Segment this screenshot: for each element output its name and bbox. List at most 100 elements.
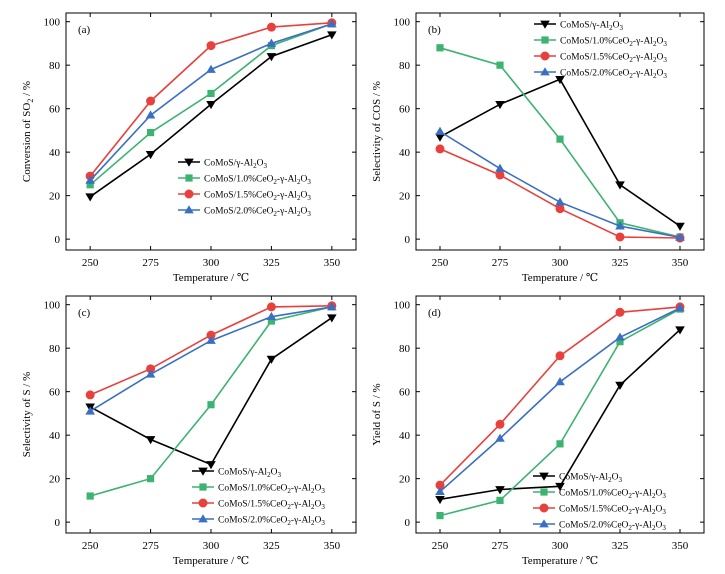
- series-4: [85, 19, 337, 184]
- x-tick-label: 300: [552, 257, 569, 269]
- data-point: [555, 482, 565, 492]
- legend-text-part: O: [314, 484, 321, 494]
- y-tick-label: 0: [55, 234, 61, 246]
- data-point: [266, 355, 277, 364]
- legend-marker: [539, 519, 549, 528]
- series-line: [439, 307, 681, 493]
- panel-label: (a): [78, 24, 91, 36]
- data-point: [146, 96, 156, 106]
- data-point: [555, 377, 565, 386]
- legend-entry-label: CoMoS/1.0%CeO2-γ-Al2O3: [559, 489, 666, 501]
- x-tick-label: 300: [203, 257, 220, 269]
- data-point: [435, 126, 445, 135]
- legend: CoMoS/γ-Al2O3CoMoS/1.0%CeO2-γ-Al2O3CoMoS…: [178, 159, 311, 219]
- legend-subscript: 2: [653, 40, 657, 48]
- data-point: [206, 461, 216, 470]
- legend: CoMoS/γ-Al2O3 CoMoS/1.0%CeO2-γ-Al2O3 CoMoS…: [533, 473, 666, 532]
- data-point: [85, 175, 95, 184]
- x-tick-label: 350: [324, 540, 341, 552]
- data-point: [435, 144, 445, 154]
- data-point: [266, 38, 277, 47]
- legend-subscript: 2: [273, 194, 277, 202]
- legend-marker: [541, 36, 549, 44]
- series-1: [435, 75, 685, 231]
- legend-entry-label: CoMoS/1.0%CeO2-γ-Al2O3: [560, 37, 667, 49]
- data-point: [495, 433, 505, 442]
- legend-subscript: 2: [253, 162, 257, 170]
- legend-text-part: -γ-Al: [291, 516, 311, 526]
- data-point: [327, 314, 337, 323]
- legend-subscript: 2: [297, 210, 301, 218]
- data-point: [675, 326, 685, 335]
- legend-text-part: O: [612, 473, 619, 483]
- y-tick-label: 40: [399, 430, 411, 442]
- legend-entry-label: CoMoS/1.5%CeO2-γ-Al2O3: [560, 53, 667, 65]
- legend-marker: [540, 20, 550, 29]
- legend-subscript: 2: [628, 492, 632, 500]
- legend: CoMoS/γ-Al2O3CoMoS/1.0%CeO2-γ-Al2O3CoMoS…: [192, 468, 325, 527]
- legend-text-part: CoMoS/γ-Al: [560, 21, 609, 31]
- x-axis-label: Temperature / ℃: [173, 272, 249, 284]
- y-tick-label: 20: [399, 474, 411, 486]
- y-tick-label: 80: [49, 343, 61, 355]
- legend-text-part: O: [656, 53, 663, 63]
- legend-entry-label: CoMoS/1.5%CeO2-γ-Al2O3: [218, 500, 325, 512]
- data-point: [555, 75, 565, 85]
- y-axis-label: Selectivity of COS / %: [371, 81, 383, 182]
- legend-text-part: O: [300, 175, 307, 185]
- legend-text-part: O: [656, 69, 663, 79]
- data-point: [266, 311, 277, 321]
- panel-c: 0 20 40 60 80 100 250 275 300 325 350 (c) Temperatur…: [21, 295, 357, 567]
- legend-subscript: 3: [263, 162, 267, 170]
- data-point: [495, 419, 505, 429]
- x-tick-label: 325: [263, 257, 280, 269]
- legend-subscript: 3: [277, 471, 281, 479]
- y-axis-label-part: Selectivity of COS / %: [371, 81, 383, 182]
- legend-text-part: CoMoS/2.0%CeO: [559, 521, 629, 531]
- y-tick-label: 40: [399, 147, 411, 159]
- series-4: [435, 303, 685, 496]
- data-point: [327, 19, 337, 28]
- legend-subscript: 3: [662, 508, 666, 516]
- legend: CoMoS/γ-Al2O3CoMoS/1.0%CeO2-γ-Al2O3CoMoS…: [534, 20, 667, 81]
- plot-frame: [415, 12, 705, 251]
- data-point: [615, 221, 625, 230]
- data-point: [207, 89, 215, 98]
- legend-text-part: -γ-Al: [632, 521, 652, 531]
- legend-subscript: 3: [321, 487, 325, 495]
- legend-text-part: O: [314, 516, 321, 526]
- legend-entry-label: CoMoS/2.0%CeO2-γ-Al2O3: [560, 69, 667, 81]
- y-tick-label: 60: [49, 104, 61, 116]
- legend-subscript: 2: [311, 503, 315, 511]
- legend-text-part: CoMoS/2.0%CeO: [218, 516, 288, 526]
- panel-b: 0 20 40 60 80 100 250 275 300 325 350 (b) Temperatur…: [371, 12, 705, 284]
- data-point: [615, 332, 625, 341]
- legend-marker: [539, 503, 549, 513]
- legend-text-part: -γ-Al: [277, 207, 297, 217]
- series-4: [85, 302, 337, 415]
- legend-text-part: CoMoS/γ-Al: [204, 159, 253, 169]
- data-point: [615, 181, 625, 190]
- series-3: [435, 302, 685, 490]
- data-point: [675, 232, 685, 241]
- legend-entry-label: CoMoS/γ-Al2O3: [560, 21, 623, 33]
- x-tick-label: 350: [672, 540, 689, 552]
- data-point: [86, 181, 94, 189]
- y-tick-label: 80: [399, 60, 411, 72]
- data-point: [206, 64, 216, 73]
- x-tick-label: 350: [324, 257, 341, 269]
- legend-entry-label: CoMoS/γ-Al2O3: [559, 473, 622, 485]
- data-point: [436, 512, 444, 520]
- data-point: [146, 128, 155, 137]
- legend-subscript: 3: [663, 56, 667, 64]
- legend-entry-label: CoMoS/1.5%CeO2-γ-Al2O3: [559, 505, 666, 517]
- data-point: [495, 163, 505, 172]
- x-tick-label: 275: [142, 540, 159, 552]
- legend-subscript: 2: [273, 178, 277, 186]
- legend-subscript: 2: [311, 487, 315, 495]
- series-line: [89, 33, 333, 198]
- legend-marker: [198, 514, 208, 523]
- y-axis-label-part: Conversion of SO: [21, 103, 33, 183]
- legend-entry-label: CoMoS/2.0%CeO2-γ-Al2O3: [204, 207, 311, 219]
- legend-text-part: -γ-Al: [277, 175, 297, 185]
